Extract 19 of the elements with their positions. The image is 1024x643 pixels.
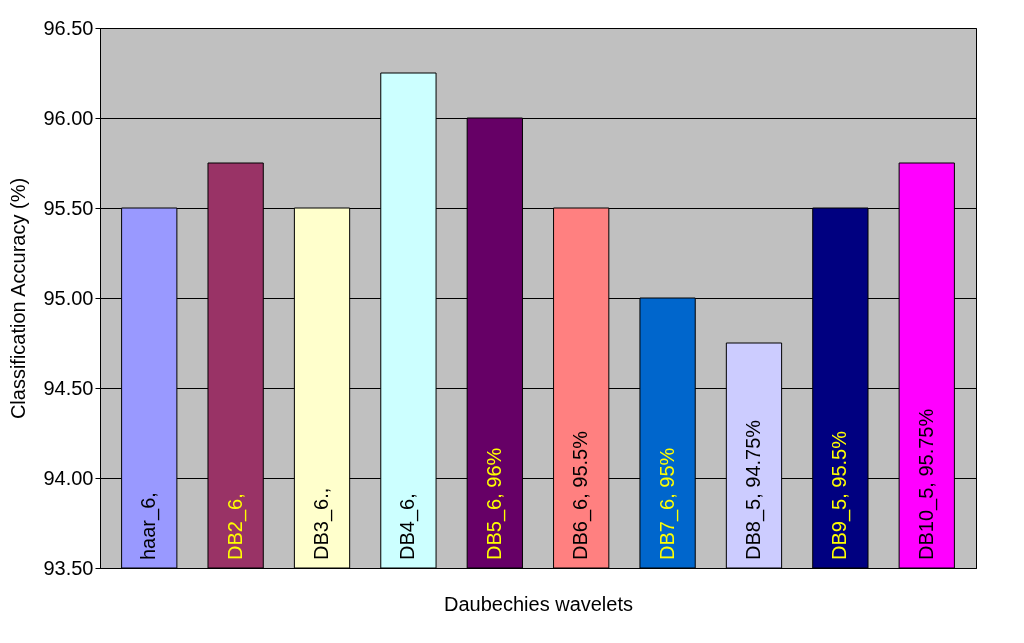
- y-tick-label: 93.50: [43, 556, 94, 579]
- y-tick-label: 94.00: [43, 466, 94, 489]
- y-tick-label: 96.00: [43, 106, 94, 129]
- annotation: DB7_6, 95%: [655, 447, 679, 560]
- annotation: DB6_6, 95.5%: [569, 430, 593, 560]
- annotation: DB5_6, 96%: [482, 447, 506, 560]
- y-axis-title: Classification Accuracy (%): [7, 177, 30, 420]
- annotation: DB4_6,: [396, 493, 420, 560]
- y-tick-label: 94.50: [43, 376, 94, 399]
- annotation: DB8_5, 94.75%: [741, 419, 765, 560]
- annotation: DB10_5, 95.75%: [914, 408, 938, 560]
- y-tick-label: 96.50: [43, 16, 94, 39]
- x-axis-title: Daubechies wavelets: [444, 592, 633, 615]
- annotation: DB2_6,: [223, 493, 247, 560]
- annotation: haar_6,: [137, 492, 161, 560]
- y-tick-label: 95.50: [43, 196, 94, 219]
- y-tick-label: 95.00: [43, 286, 94, 309]
- annotation: DB3_6.,: [310, 487, 334, 560]
- annotation: DB9_5, 95.5%: [828, 430, 852, 560]
